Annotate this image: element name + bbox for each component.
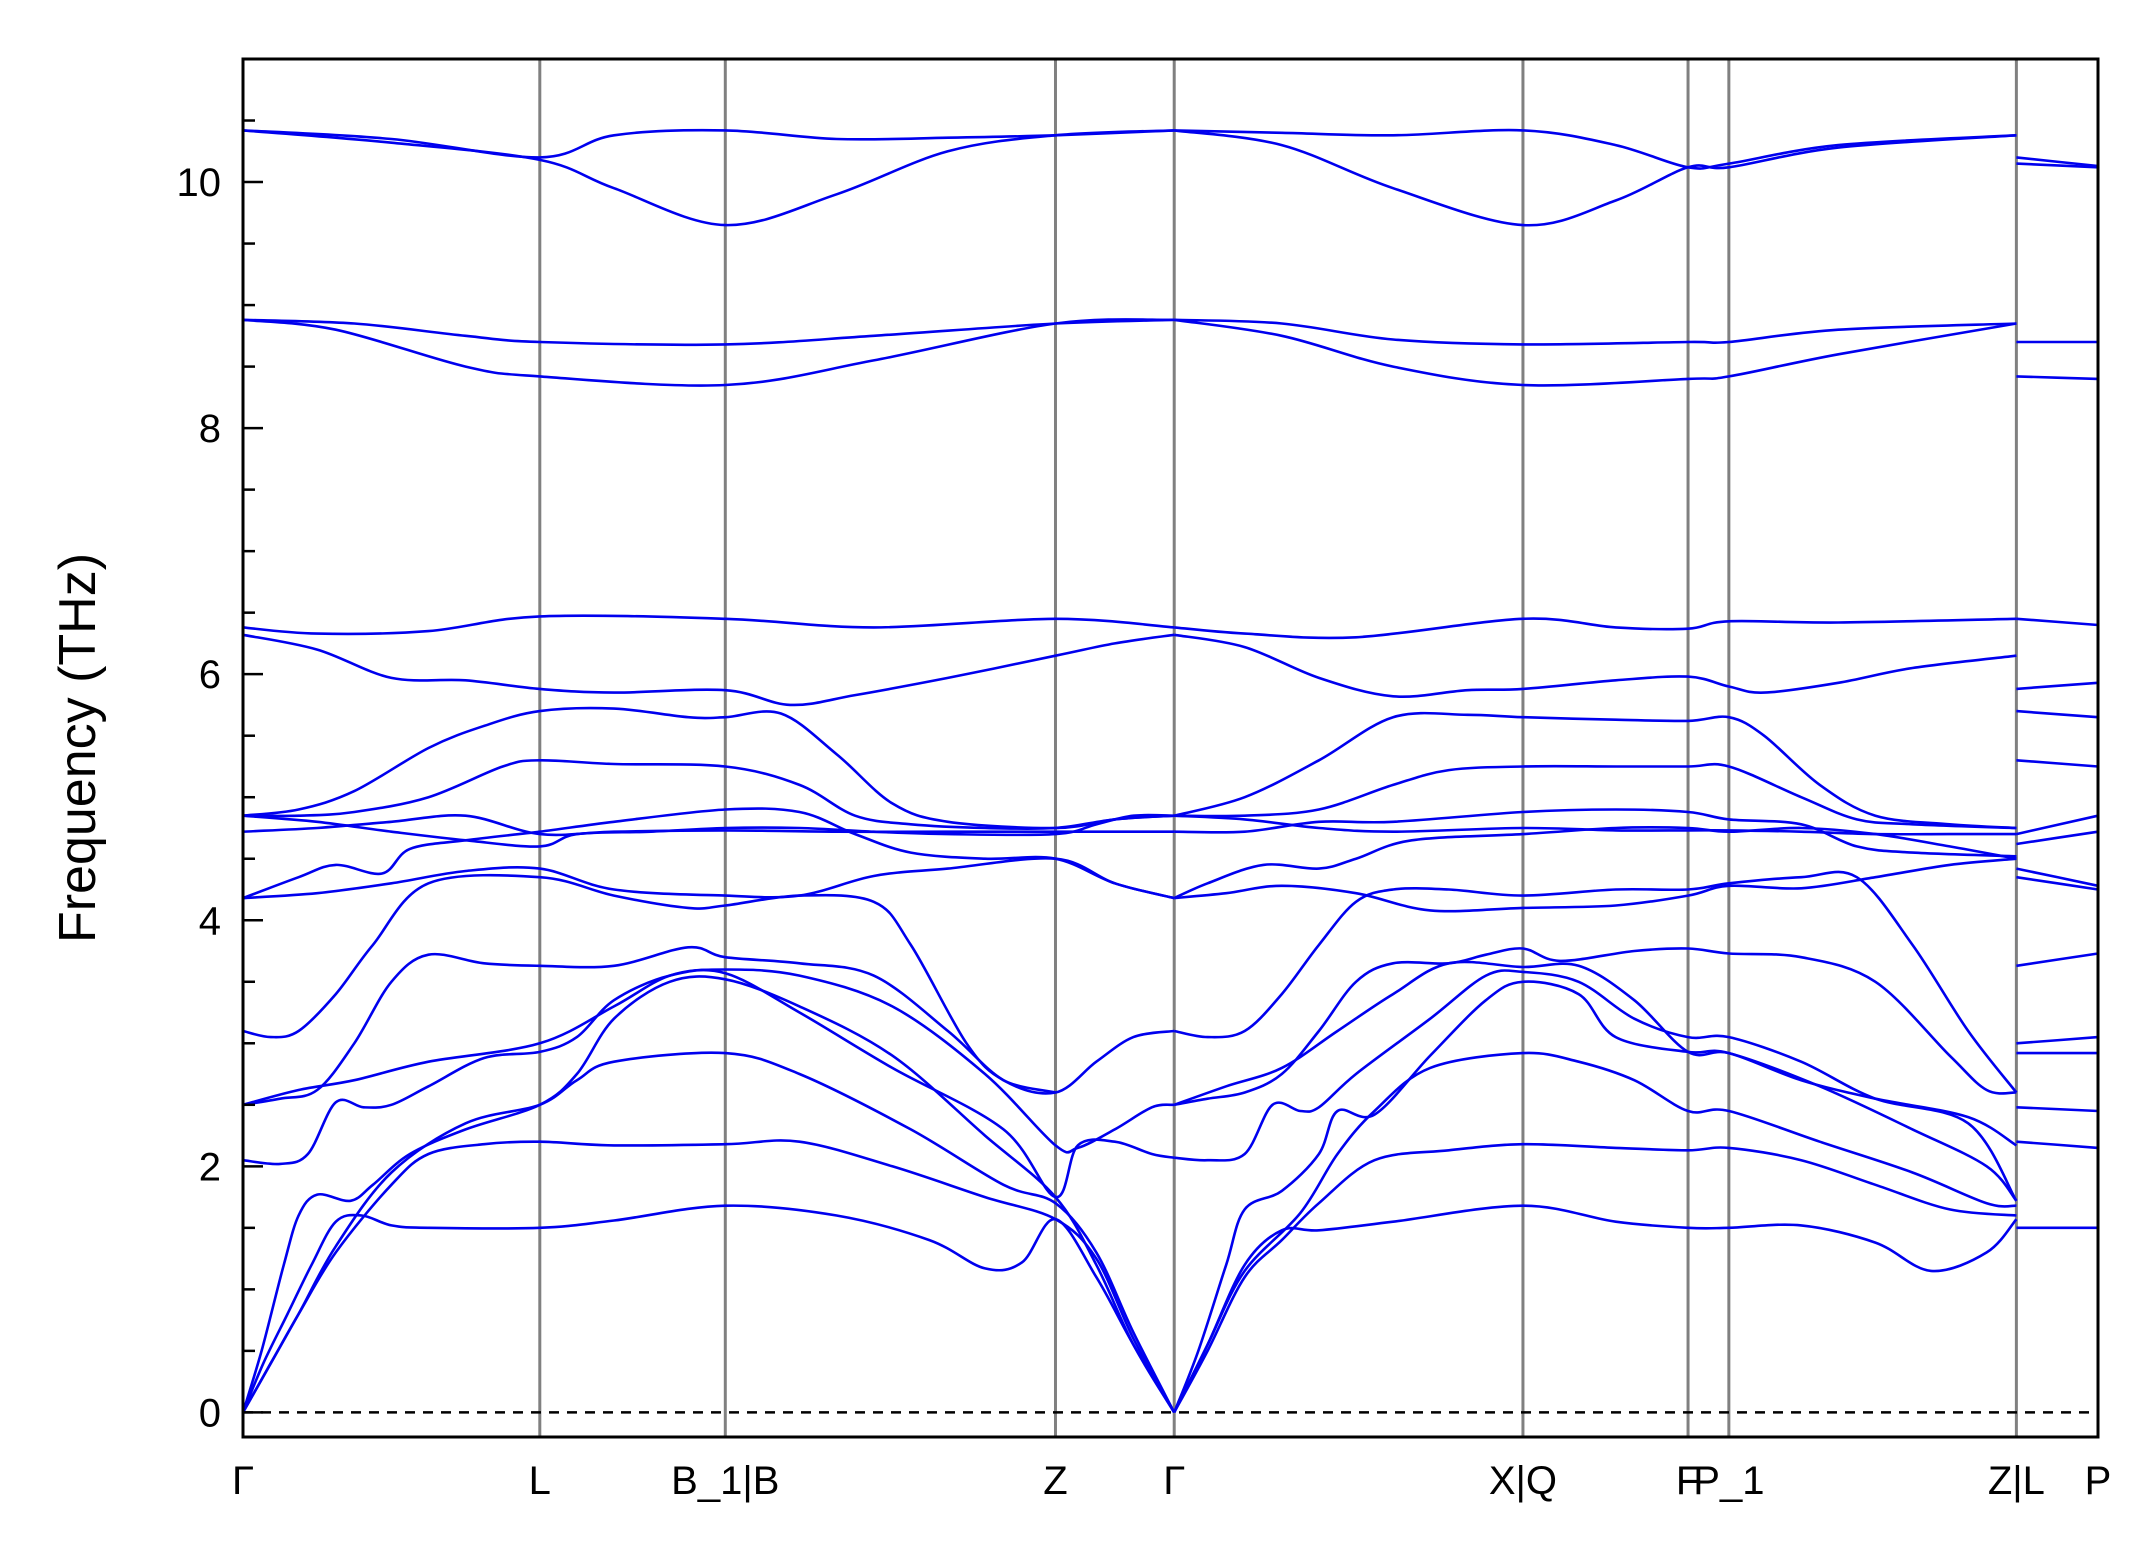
band-line: [2016, 867, 2099, 888]
band-line: [2016, 1035, 2099, 1045]
x-tick-label: P_1: [1693, 1459, 1764, 1503]
high-symmetry-lines: [538, 59, 2018, 1437]
band-line: [1174, 814, 2017, 836]
x-tick-label: X|Q: [1489, 1459, 1557, 1503]
plot-frame: [241, 57, 2100, 1439]
band-line: [2016, 759, 2099, 768]
band-line: [1174, 857, 2017, 913]
band-line: [2016, 681, 2099, 691]
band-line: [1174, 129, 2017, 227]
band-line: [1174, 128, 2017, 170]
x-tick-label: Z: [1043, 1459, 1067, 1503]
band-line: [1173, 870, 2018, 1094]
band-line: [2016, 617, 2099, 627]
band-line: [242, 129, 1175, 227]
band-line: [242, 614, 1175, 636]
band-line: [241, 1139, 1176, 1414]
band-line: [2016, 875, 2099, 891]
band-line: [242, 318, 1175, 347]
band-line: [242, 758, 1175, 831]
band-line: [1173, 633, 2017, 698]
band-line: [1173, 1204, 2018, 1413]
x-tick-label: Z|L: [1988, 1459, 2045, 1503]
band-line: [242, 318, 1175, 387]
band-line: [242, 968, 1175, 1199]
band-lines: [241, 128, 2099, 1414]
band-line: [1173, 1051, 2017, 1413]
band-line: [242, 128, 1175, 159]
band-line: [242, 813, 1175, 837]
band-line: [1173, 960, 2018, 1147]
band-line: [2016, 830, 2099, 846]
band-line: [2016, 156, 2099, 168]
band-line: [2016, 952, 2099, 968]
band-line: [1174, 969, 2018, 1202]
band-line: [2016, 1140, 2099, 1150]
y-tick-label: 10: [177, 161, 222, 205]
x-tick-label: Γ: [232, 1459, 254, 1503]
band-line: [1174, 617, 2017, 640]
y-tick-label: 8: [199, 407, 221, 451]
band-line: [242, 633, 1175, 707]
band-line: [1173, 711, 2017, 830]
y-tick-label: 0: [199, 1391, 221, 1435]
band-line: [2016, 375, 2099, 381]
band-line: [2016, 162, 2099, 169]
y-tick-label: 4: [199, 899, 221, 943]
x-tick-label: B_1|B: [671, 1459, 779, 1503]
band-line: [242, 873, 1056, 1094]
band-line: [1174, 318, 2017, 387]
band-line: [241, 1204, 1176, 1414]
band-line: [2016, 1106, 2099, 1113]
band-line: [1173, 947, 2017, 1107]
x-tick-label: P: [2085, 1459, 2112, 1503]
y-tick-label: 6: [199, 653, 221, 697]
band-line: [1174, 762, 2017, 830]
band-line: [1174, 808, 2017, 858]
y-tick-label: 2: [199, 1145, 221, 1189]
x-axis-ticks: Γ L B_1|B Z Γ X|Q FP_1 Z|L P: [232, 1459, 2111, 1503]
x-tick-label: L: [529, 1459, 551, 1503]
band-line: [2016, 814, 2099, 836]
y-axis-label: Frequency (THz): [49, 553, 107, 943]
band-line: [242, 857, 1175, 900]
x-tick-label: F: [1676, 1459, 1700, 1503]
band-line: [242, 968, 1175, 1154]
x-tick-label: Γ: [1163, 1459, 1185, 1503]
y-axis-ticks: 0 2 4 6 8 10: [177, 57, 263, 1435]
band-line: [1173, 1142, 2017, 1414]
band-line: [242, 706, 1175, 830]
band-line: [2016, 709, 2099, 719]
band-line: [1174, 318, 2017, 346]
band-line: [242, 813, 1175, 848]
band-line: [1172, 980, 2018, 1413]
band-line: [242, 807, 1175, 900]
